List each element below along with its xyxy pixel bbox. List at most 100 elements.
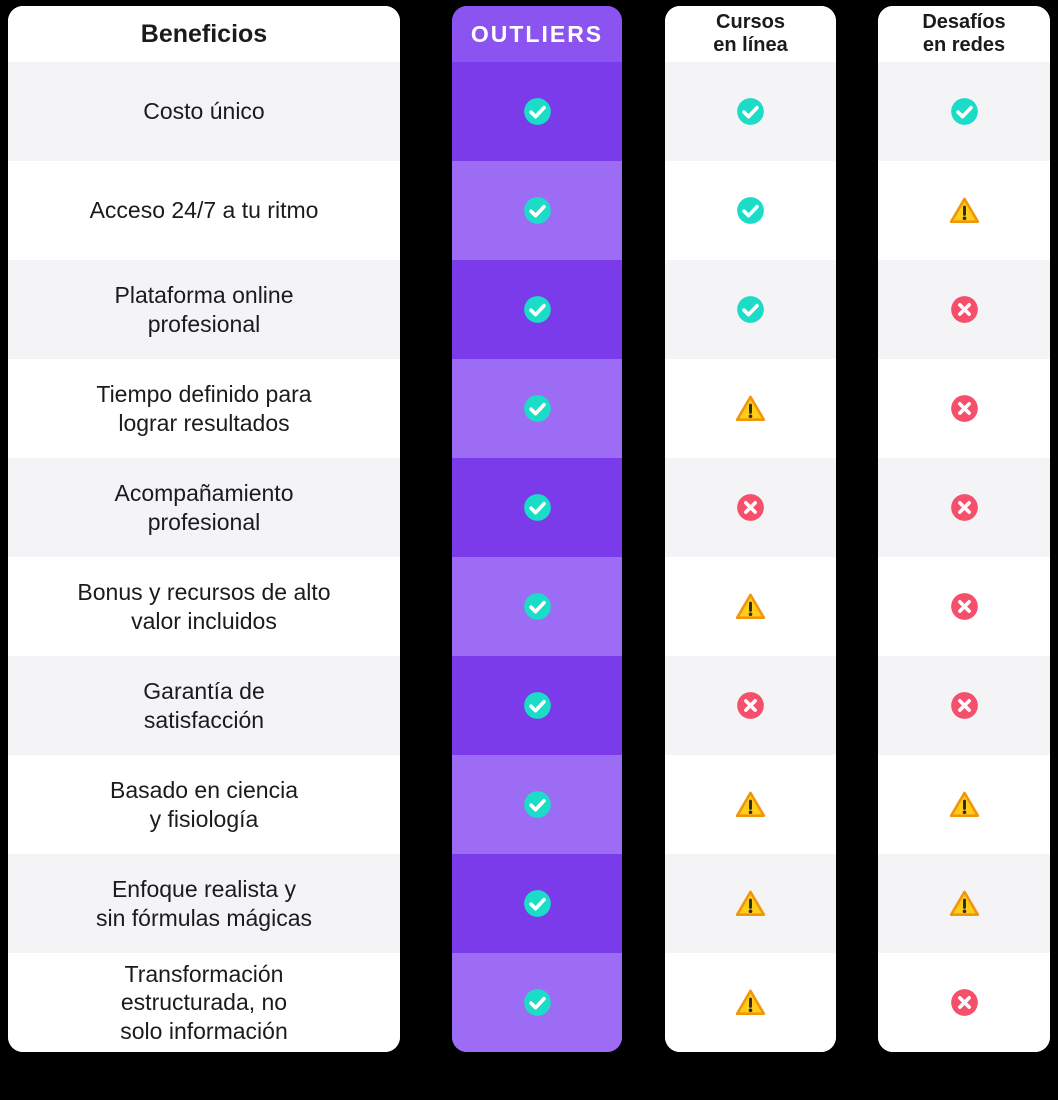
check-circle-icon bbox=[522, 294, 553, 325]
check-circle-icon bbox=[522, 690, 553, 721]
challenges-header: Desafíos en redes bbox=[878, 6, 1050, 62]
courses-header-line1: Cursos bbox=[716, 11, 785, 33]
challenges-header-line2: en redes bbox=[922, 34, 1006, 56]
challenges-cell bbox=[878, 458, 1050, 557]
benefit-label: Tiempo definido para lograr resultados bbox=[96, 381, 312, 436]
check-circle-icon bbox=[522, 987, 553, 1018]
challenges-cell bbox=[878, 260, 1050, 359]
check-circle-icon bbox=[522, 96, 553, 127]
warning-triangle-icon bbox=[949, 888, 980, 919]
check-circle-icon bbox=[735, 294, 766, 325]
outliers-cell bbox=[452, 854, 622, 953]
benefit-label: Transformación estructurada, no solo infor… bbox=[120, 961, 288, 1044]
check-circle-icon bbox=[735, 96, 766, 127]
check-circle-icon bbox=[522, 393, 553, 424]
outliers-cell bbox=[452, 359, 622, 458]
outliers-cell bbox=[452, 557, 622, 656]
outliers-cell bbox=[452, 62, 622, 161]
warning-triangle-icon bbox=[735, 888, 766, 919]
outliers-cell bbox=[452, 953, 622, 1052]
outliers-cell bbox=[452, 458, 622, 557]
benefit-row: Plataforma online profesional bbox=[8, 260, 400, 359]
benefit-label: Enfoque realista y sin fórmulas mágicas bbox=[95, 876, 313, 931]
benefits-rows: Costo único Acceso 24/7 a tu ritmo Platafo… bbox=[8, 62, 400, 1052]
benefit-row: Bonus y recursos de alto valor incluidos bbox=[8, 557, 400, 656]
challenges-cell bbox=[878, 656, 1050, 755]
benefit-label: Acceso 24/7 a tu ritmo bbox=[89, 197, 319, 224]
benefit-row: Basado en ciencia y fisiología bbox=[8, 755, 400, 854]
warning-triangle-icon bbox=[735, 987, 766, 1018]
courses-cell bbox=[665, 854, 836, 953]
challenges-cell bbox=[878, 854, 1050, 953]
courses-cell bbox=[665, 359, 836, 458]
benefit-label: Acompañamiento profesional bbox=[114, 480, 294, 535]
benefit-label: Plataforma online profesional bbox=[114, 282, 294, 337]
outliers-header: OUTLIERS bbox=[452, 6, 622, 62]
benefit-label: Bonus y recursos de alto valor incluidos bbox=[77, 579, 331, 634]
challenges-cell bbox=[878, 161, 1050, 260]
cross-circle-icon bbox=[949, 987, 980, 1018]
courses-rows bbox=[665, 62, 836, 1052]
challenges-cell bbox=[878, 359, 1050, 458]
check-circle-icon bbox=[522, 789, 553, 820]
challenges-cell bbox=[878, 557, 1050, 656]
benefits-header: Beneficios bbox=[8, 6, 400, 62]
outliers-rows bbox=[452, 62, 622, 1052]
courses-cell bbox=[665, 161, 836, 260]
benefit-row: Acceso 24/7 a tu ritmo bbox=[8, 161, 400, 260]
cross-circle-icon bbox=[949, 591, 980, 622]
courses-cell bbox=[665, 458, 836, 557]
courses-cell bbox=[665, 557, 836, 656]
benefit-row: Transformación estructurada, no solo infor… bbox=[8, 953, 400, 1052]
courses-cell bbox=[665, 755, 836, 854]
check-circle-icon bbox=[522, 195, 553, 226]
cross-circle-icon bbox=[949, 294, 980, 325]
benefit-label: Garantía de satisfacción bbox=[143, 678, 265, 733]
courses-column: Cursos en línea bbox=[665, 6, 836, 1052]
benefits-header-title: Beneficios bbox=[140, 19, 268, 48]
benefit-row: Acompañamiento profesional bbox=[8, 458, 400, 557]
challenges-column: Desafíos en redes bbox=[878, 6, 1050, 1052]
cross-circle-icon bbox=[949, 690, 980, 721]
warning-triangle-icon bbox=[735, 393, 766, 424]
benefit-label: Basado en ciencia y fisiología bbox=[110, 777, 298, 832]
courses-cell bbox=[665, 62, 836, 161]
challenges-header-title: Desafíos en redes bbox=[922, 11, 1005, 57]
warning-triangle-icon bbox=[949, 195, 980, 226]
cross-circle-icon bbox=[949, 393, 980, 424]
benefits-column: Beneficios Costo único Acceso 24/7 a tu r… bbox=[8, 6, 400, 1052]
challenges-cell bbox=[878, 755, 1050, 854]
courses-header-title: Cursos en línea bbox=[713, 11, 787, 57]
check-circle-icon bbox=[735, 195, 766, 226]
benefit-row: Garantía de satisfacción bbox=[8, 656, 400, 755]
courses-cell bbox=[665, 953, 836, 1052]
courses-cell bbox=[665, 656, 836, 755]
challenges-header-line1: Desafíos bbox=[922, 11, 1006, 33]
challenges-rows bbox=[878, 62, 1050, 1052]
cross-circle-icon bbox=[735, 492, 766, 523]
outliers-cell bbox=[452, 656, 622, 755]
courses-cell bbox=[665, 260, 836, 359]
cross-circle-icon bbox=[735, 690, 766, 721]
benefit-row: Costo único bbox=[8, 62, 400, 161]
outliers-column: OUTLIERS bbox=[452, 6, 622, 1052]
benefit-label: Costo único bbox=[143, 98, 265, 125]
challenges-cell bbox=[878, 953, 1050, 1052]
courses-header-line2: en línea bbox=[713, 34, 788, 56]
challenges-cell bbox=[878, 62, 1050, 161]
check-circle-icon bbox=[522, 888, 553, 919]
outliers-cell bbox=[452, 161, 622, 260]
check-circle-icon bbox=[949, 96, 980, 127]
outliers-cell bbox=[452, 755, 622, 854]
benefit-row: Enfoque realista y sin fórmulas mágicas bbox=[8, 854, 400, 953]
warning-triangle-icon bbox=[735, 591, 766, 622]
check-circle-icon bbox=[522, 492, 553, 523]
outliers-header-title: OUTLIERS bbox=[470, 20, 604, 47]
warning-triangle-icon bbox=[735, 789, 766, 820]
warning-triangle-icon bbox=[949, 789, 980, 820]
cross-circle-icon bbox=[949, 492, 980, 523]
check-circle-icon bbox=[522, 591, 553, 622]
outliers-cell bbox=[452, 260, 622, 359]
courses-header: Cursos en línea bbox=[665, 6, 836, 62]
